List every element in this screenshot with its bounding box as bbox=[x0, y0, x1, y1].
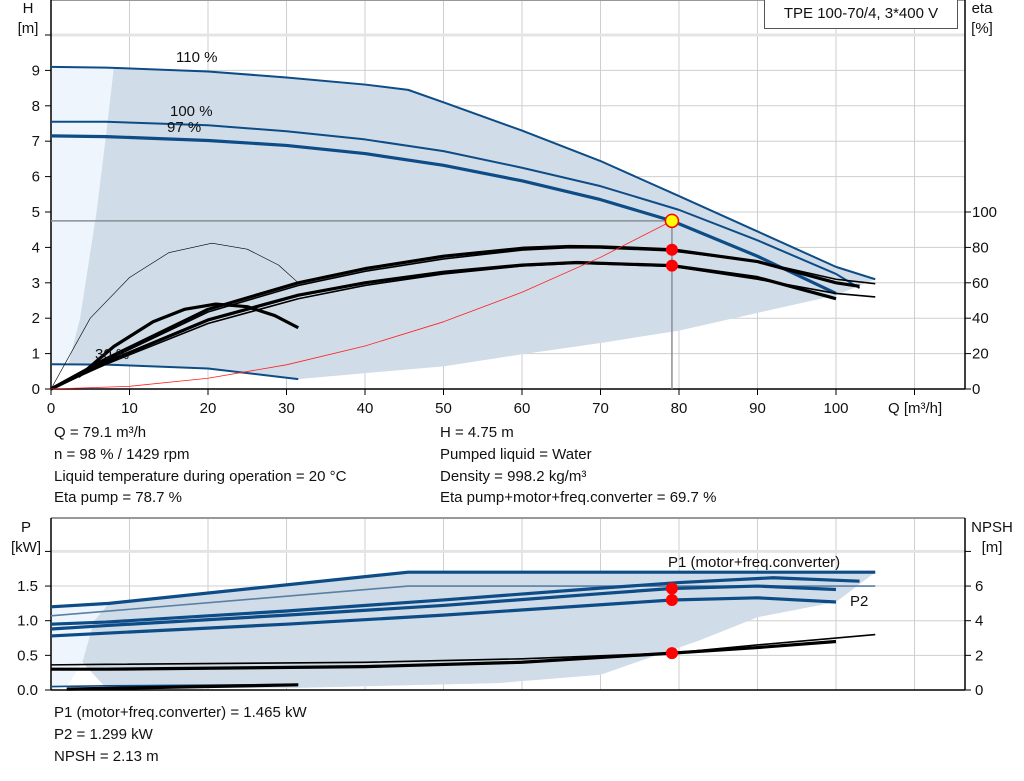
efficiency-curve-9 bbox=[77, 302, 300, 378]
npsh-curve-8 bbox=[66, 683, 299, 691]
y-tick-label: 2 bbox=[32, 310, 40, 327]
npsh-curve-6 bbox=[50, 633, 876, 666]
info-liquid-temp: Liquid temperature during operation = 20… bbox=[54, 468, 347, 485]
p-operating-region bbox=[82, 572, 876, 688]
y-tick-label: 8 bbox=[32, 98, 40, 115]
x-tick-label: 30 bbox=[278, 400, 295, 417]
x-axis-label: Q [m³/h] bbox=[888, 400, 942, 417]
y2-tick-label: 0 bbox=[972, 381, 980, 398]
y-axis-label: P bbox=[21, 519, 31, 536]
head-curve-3 bbox=[50, 363, 299, 381]
y2-tick-label: 100 bbox=[972, 204, 997, 221]
x-tick-label: 70 bbox=[592, 400, 609, 417]
y-tick-label: 0.0 bbox=[17, 682, 38, 699]
y2-tick-label: 80 bbox=[972, 239, 989, 256]
efficiency-curve-7 bbox=[50, 262, 876, 390]
info-q: Q = 79.1 m³/h bbox=[54, 424, 147, 441]
power-marker bbox=[665, 647, 678, 660]
power-curve-0 bbox=[50, 570, 876, 609]
x-tick-label: 60 bbox=[514, 400, 531, 417]
y2-tick-label: 4 bbox=[975, 613, 983, 630]
x-tick-label: 100 bbox=[823, 400, 848, 417]
y-tick-label: 5 bbox=[32, 204, 40, 221]
y-tick-label: 6 bbox=[32, 169, 40, 186]
pump-title-box: TPE 100-70/4, 3*400 V bbox=[764, 0, 958, 29]
y2-axis-label: [%] bbox=[971, 20, 993, 37]
power-curve-4 bbox=[50, 596, 837, 638]
y2-tick-label: 2 bbox=[975, 647, 983, 664]
info-speed: n = 98 % / 1429 rpm bbox=[54, 446, 190, 463]
power-marker bbox=[665, 593, 678, 606]
curve-label-1: 100 % bbox=[170, 103, 213, 120]
efficiency-curve-8 bbox=[50, 242, 299, 390]
power-curve-label-0: P1 (motor+freq.converter) bbox=[668, 554, 840, 571]
y-axis-label: [kW] bbox=[11, 539, 41, 556]
y-tick-label: 4 bbox=[32, 239, 40, 256]
h-extended-region bbox=[51, 66, 114, 365]
y-axis-label: [m] bbox=[18, 20, 39, 37]
info-h: H = 4.75 m bbox=[440, 424, 514, 441]
power-curve-3 bbox=[50, 584, 837, 631]
head-curve-1 bbox=[51, 120, 861, 289]
x-tick-label: 20 bbox=[200, 400, 217, 417]
curve-label-3: 30 % bbox=[95, 346, 129, 363]
y-tick-label: 1.5 bbox=[17, 578, 38, 595]
y2-axis-label: [m] bbox=[982, 539, 1003, 556]
info-eta-pump: Eta pump = 78.7 % bbox=[54, 489, 182, 506]
y2-tick-label: 20 bbox=[972, 346, 989, 363]
y-tick-label: 0.5 bbox=[17, 647, 38, 664]
y-tick-label: 1 bbox=[32, 346, 40, 363]
efficiency-marker bbox=[665, 243, 678, 256]
x-tick-label: 40 bbox=[357, 400, 374, 417]
info-p1: P1 (motor+freq.converter) = 1.465 kW bbox=[54, 704, 307, 721]
y2-axis-label: eta bbox=[972, 0, 994, 17]
curve-label-0: 110 % bbox=[176, 49, 217, 66]
y2-tick-label: 40 bbox=[972, 310, 989, 327]
info-pumped-liquid: Pumped liquid = Water bbox=[440, 446, 592, 463]
power-marker bbox=[665, 582, 678, 595]
power-curve-2 bbox=[50, 576, 860, 626]
x-tick-label: 10 bbox=[121, 400, 138, 417]
x-tick-label: 50 bbox=[435, 400, 452, 417]
duty-point-marker bbox=[664, 213, 680, 229]
y-tick-label: 7 bbox=[32, 133, 40, 150]
y-tick-label: 0 bbox=[32, 381, 40, 398]
y-tick-label: 9 bbox=[32, 62, 40, 79]
system-curve-10 bbox=[50, 220, 673, 390]
x-tick-label: 0 bbox=[47, 400, 55, 417]
x-tick-label: 80 bbox=[671, 400, 688, 417]
y2-tick-label: 0 bbox=[975, 682, 983, 699]
info-density: Density = 998.2 kg/m³ bbox=[440, 468, 587, 485]
power-curve-label-1: P2 bbox=[850, 593, 868, 610]
y-tick-label: 1.0 bbox=[17, 613, 38, 630]
npsh-curve-7 bbox=[51, 639, 837, 671]
y2-tick-label: 60 bbox=[972, 275, 989, 292]
y-tick-label: 3 bbox=[32, 275, 40, 292]
head-curve-2 bbox=[50, 134, 837, 295]
info-p2: P2 = 1.299 kW bbox=[54, 726, 153, 743]
head-curve-0 bbox=[50, 65, 876, 281]
info-npsh: NPSH = 2.13 m bbox=[54, 748, 159, 765]
curve-label-2: 97 % bbox=[167, 119, 201, 136]
efficiency-curve-5 bbox=[50, 246, 876, 390]
y2-tick-label: 6 bbox=[975, 578, 983, 595]
efficiency-marker bbox=[665, 259, 678, 272]
efficiency-curve-6 bbox=[50, 260, 837, 391]
y-axis-label: H bbox=[23, 0, 34, 17]
x-tick-label: 90 bbox=[749, 400, 766, 417]
info-eta-total: Eta pump+motor+freq.converter = 69.7 % bbox=[440, 489, 717, 506]
y2-axis-label: NPSH bbox=[971, 519, 1013, 536]
